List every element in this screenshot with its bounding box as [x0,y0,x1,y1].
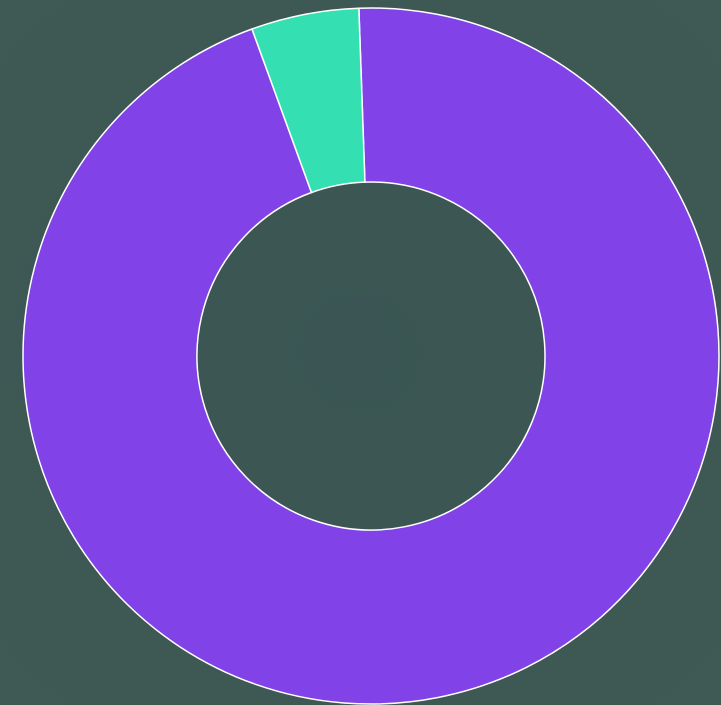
donut-segment [251,7,366,194]
donut-segment [22,7,720,705]
